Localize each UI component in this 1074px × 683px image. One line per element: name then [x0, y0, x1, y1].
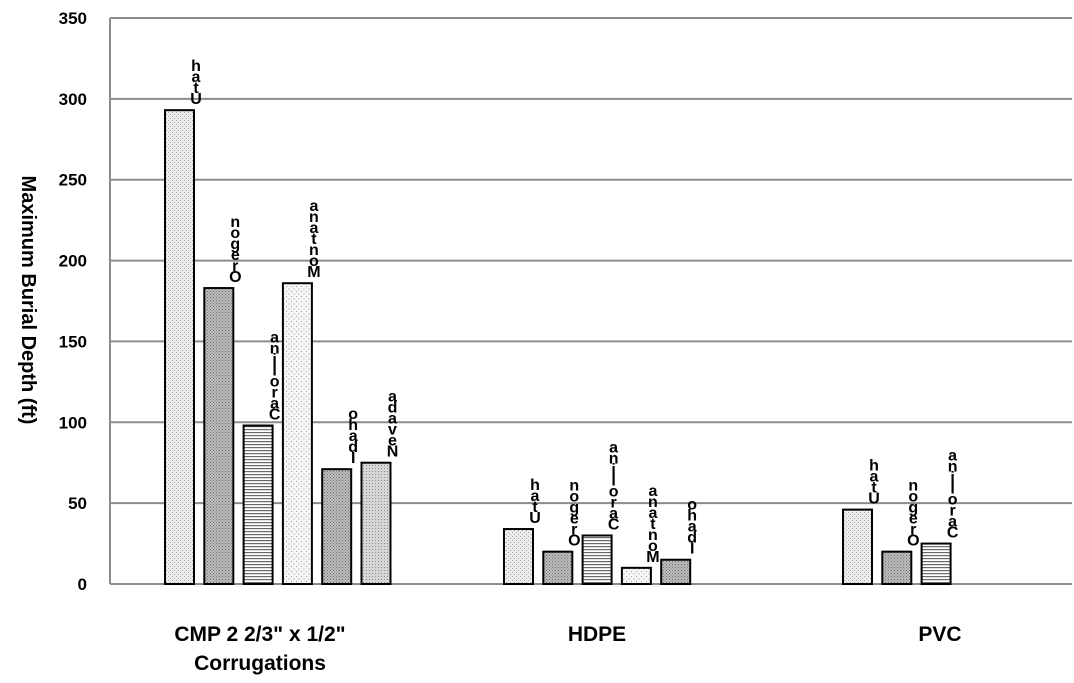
- category-label: PVC: [918, 623, 961, 646]
- bar: [660, 558, 692, 586]
- bar: [881, 550, 913, 586]
- bar: [242, 424, 274, 585]
- bar: [581, 534, 613, 586]
- y-tick-label: 350: [59, 9, 87, 28]
- bar: [542, 550, 574, 586]
- bar: [620, 566, 652, 585]
- y-tick-label: 100: [59, 413, 87, 432]
- bar: [281, 282, 313, 585]
- bar: [203, 287, 235, 585]
- bar: [321, 468, 353, 586]
- y-tick-label: 300: [59, 90, 87, 109]
- category-label: Corrugations: [194, 652, 326, 675]
- bar: [164, 109, 195, 585]
- y-tick-label: 50: [68, 494, 87, 513]
- bar: [503, 528, 534, 586]
- bar: [360, 461, 392, 586]
- category-label: CMP 2 2/3" x 1/2": [174, 623, 345, 646]
- bar-labels: h a t U n o g e r O a n i l o r a C a n a t n o M o h a d I a d a v e N h a t U…: [190, 58, 959, 566]
- bar: [842, 508, 873, 585]
- bars: [164, 109, 952, 586]
- y-tick-label: 200: [59, 252, 87, 271]
- category-labels: CMP 2 2/3" x 1/2" Corrugations HDPE PVC: [174, 623, 961, 675]
- bar: [920, 542, 952, 585]
- y-tick-label: 150: [59, 332, 87, 351]
- y-tick-label: 250: [59, 171, 87, 190]
- y-tick-labels: 0 50 100 150 200 250 300 350: [59, 9, 87, 594]
- y-tick-label: 0: [78, 575, 87, 594]
- category-label: HDPE: [568, 623, 626, 646]
- y-axis-label: Maximum Burial Depth (ft): [17, 176, 39, 425]
